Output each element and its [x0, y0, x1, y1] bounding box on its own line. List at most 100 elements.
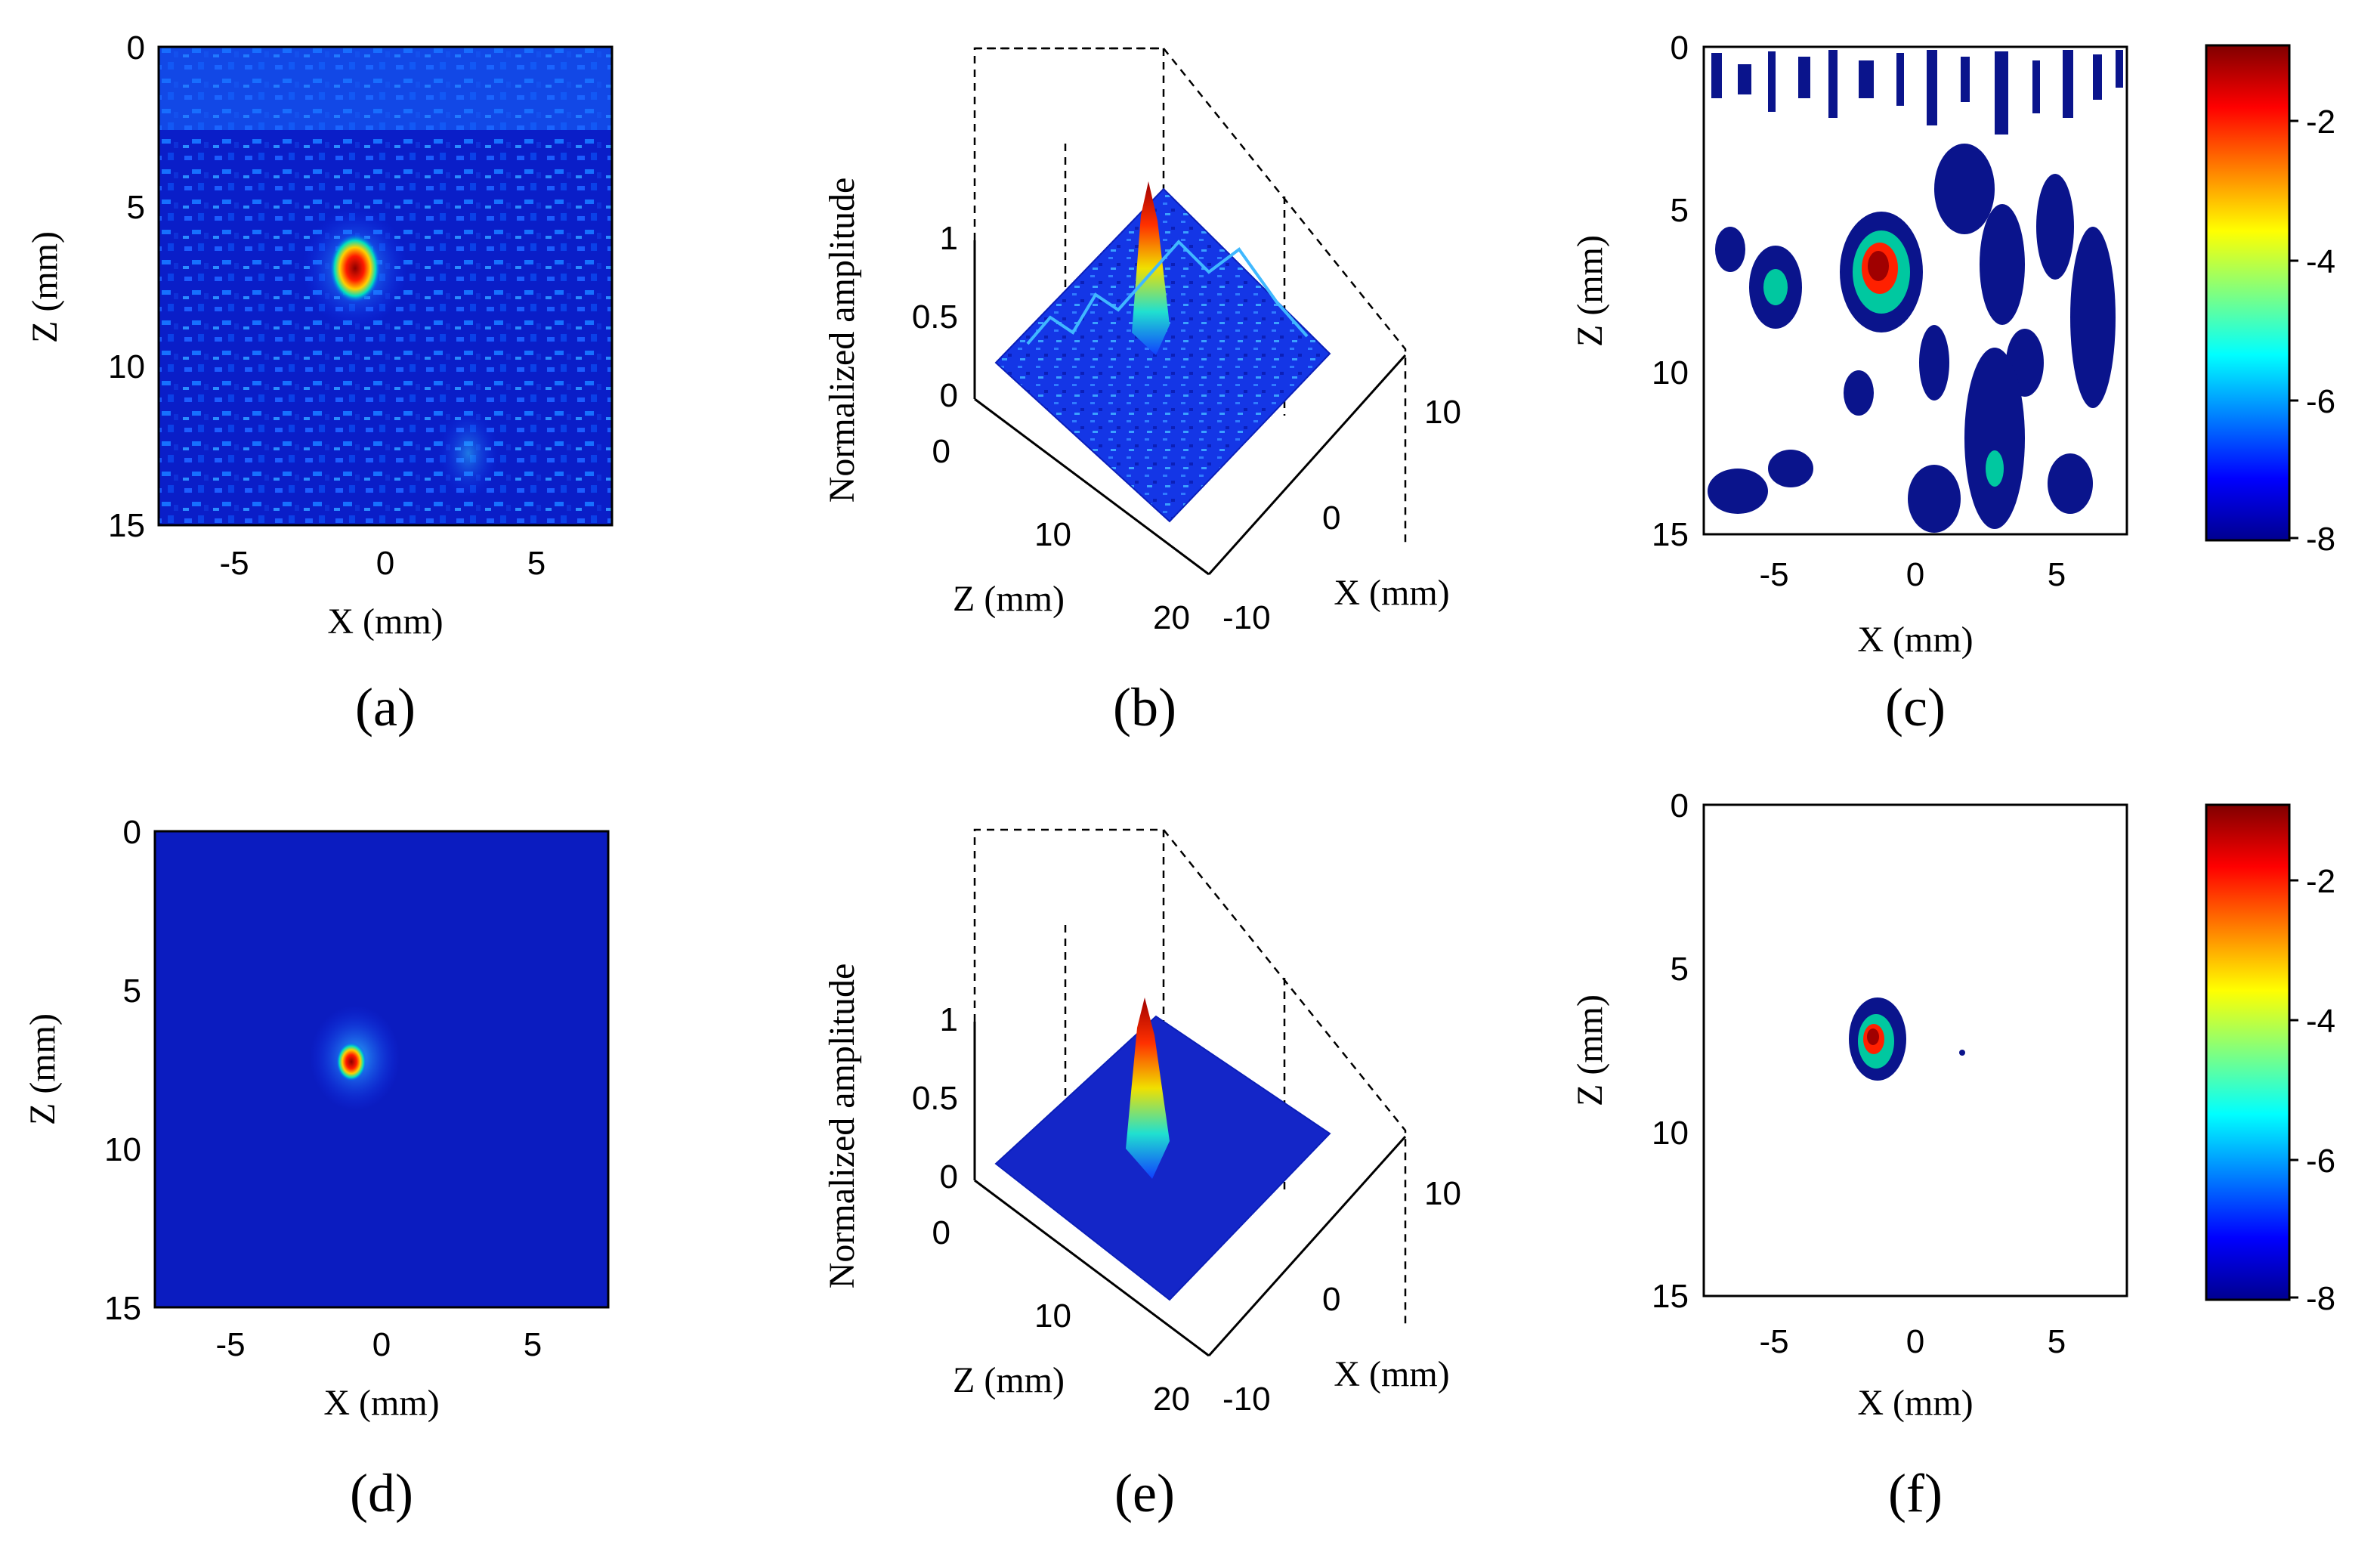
panel-d-frame — [153, 830, 610, 1309]
panel-e-amp-tick-0: 0 — [940, 1158, 958, 1195]
panel-d-xtick-1: 0 — [372, 1326, 391, 1363]
panel-c-frame — [1702, 45, 2128, 536]
panel-d-xlabel: X (mm) — [323, 1383, 439, 1423]
panel-f-ytick-2: 10 — [1652, 1115, 1689, 1152]
panel-e-z-tick-1: 10 — [1034, 1297, 1071, 1335]
panel-c-caption: (c) — [1885, 677, 1946, 738]
panel-f-ytick-3: 15 — [1652, 1278, 1689, 1315]
panel-e-z-axis — [974, 1179, 1210, 1357]
panel-a: 0 5 10 15 -5 0 5 X (mm) Z (mm) (a) — [25, 29, 614, 738]
panel-d-ytick-3: 15 — [104, 1290, 141, 1327]
panel-c-cbar-label-2: -6 — [2306, 383, 2335, 420]
panel-e-z-tick-0: 0 — [932, 1214, 950, 1251]
panel-e-x-tick-2: 10 — [1424, 1175, 1461, 1212]
panel-a-ytick-2: 10 — [108, 348, 145, 385]
panel-c-xtick-0: -5 — [1759, 556, 1788, 593]
panel-e-x-label: X (mm) — [1334, 1354, 1449, 1394]
panel-f-caption: (f) — [1888, 1463, 1943, 1523]
panel-e-amp-tick-1: 0.5 — [912, 1080, 958, 1117]
panel-e-spike — [1126, 997, 1170, 1179]
panel-e-amp-label: Normalized amplitude — [822, 963, 862, 1289]
panel-d-xtick-0: -5 — [215, 1326, 245, 1363]
panel-e-x-axis — [1207, 1135, 1407, 1357]
panel-b-caption: (b) — [1113, 677, 1176, 738]
panel-c-contour-side2 — [1986, 450, 2004, 487]
panel-b-amp-tick-2: 1 — [940, 220, 958, 257]
panel-d-caption: (d) — [350, 1463, 413, 1523]
panel-b-x-tick-1: 0 — [1322, 500, 1340, 537]
panel-a-xtick-1: 0 — [376, 545, 394, 582]
panel-c-contour-side — [1763, 269, 1788, 305]
panel-b-z-label: Z (mm) — [953, 579, 1065, 619]
panel-c-ylabel: Z (mm) — [1570, 235, 1610, 347]
panel-f-cbar-label-0: -2 — [2306, 863, 2335, 900]
panel-b-z-tick-0: 0 — [932, 433, 950, 470]
panel-c-contour-peak — [1868, 251, 1889, 281]
panel-d-ytick-0: 0 — [123, 814, 141, 851]
panel-c-cbar-label-0: -2 — [2306, 104, 2335, 141]
panel-d-ylabel: Z (mm) — [23, 1013, 63, 1125]
panel-f-ylabel: Z (mm) — [1570, 994, 1610, 1106]
panel-d-ytick-1: 5 — [123, 973, 141, 1010]
panel-b-z-tick-2: 20 — [1153, 599, 1190, 636]
panel-b-x-label: X (mm) — [1334, 573, 1449, 613]
panel-f-cbar-label-3: -8 — [2306, 1280, 2335, 1317]
panel-f-xtick-1: 0 — [1906, 1323, 1924, 1360]
panel-a-frame — [157, 45, 614, 527]
panel-f-xtick-0: -5 — [1759, 1323, 1788, 1360]
panel-b-x-tick-0: -10 — [1222, 599, 1271, 636]
panel-f-contour-speck — [1959, 1050, 1965, 1056]
panel-e-amp-tick-2: 1 — [940, 1001, 958, 1038]
panel-c-xlabel: X (mm) — [1857, 620, 1973, 660]
panel-b-z-axis — [974, 397, 1210, 576]
panel-e-z-label: Z (mm) — [953, 1360, 1065, 1400]
panel-d-ytick-2: 10 — [104, 1131, 141, 1168]
panel-b-x-tick-2: 10 — [1424, 394, 1461, 431]
panel-f-colorbar — [2205, 803, 2291, 1301]
panel-e-x-tick-1: 0 — [1322, 1281, 1340, 1318]
panel-f-cbar-label-1: -4 — [2306, 1003, 2335, 1040]
panel-a-xlabel: X (mm) — [327, 602, 443, 642]
panel-f-xlabel: X (mm) — [1857, 1383, 1973, 1423]
panel-c-ytick-2: 10 — [1652, 354, 1689, 391]
panel-c-xtick-2: 5 — [2048, 556, 2066, 593]
panel-a-xtick-0: -5 — [219, 545, 249, 582]
panel-f-ytick-1: 5 — [1671, 951, 1689, 988]
panel-a-side-blob — [438, 408, 499, 499]
panel-c-cbar-label-1: -4 — [2306, 243, 2335, 280]
panel-c-ytick-0: 0 — [1671, 29, 1689, 66]
panel-a-caption: (a) — [355, 677, 416, 738]
panel-f-xtick-2: 5 — [2048, 1323, 2066, 1360]
panel-b-spike — [1132, 181, 1170, 355]
panel-f-plot-bg — [1704, 805, 2127, 1296]
panel-d-xtick-2: 5 — [524, 1326, 542, 1363]
panel-e-surface — [994, 1015, 1331, 1301]
panel-d-peak — [336, 1042, 366, 1081]
panel-f: 0 5 10 15 -5 0 5 X (mm) Z (mm) (f) -2 -4… — [1570, 787, 2335, 1523]
panel-e-caption: (e) — [1114, 1463, 1175, 1523]
panel-b-z-tick-1: 10 — [1034, 516, 1071, 553]
panel-a-ytick-0: 0 — [127, 29, 145, 66]
panel-b-amp-tick-1: 0.5 — [912, 298, 958, 336]
panel-b: 0 0.5 1 0 10 20 -10 0 10 Normalized ampl… — [822, 47, 1461, 738]
panel-c-colorbar — [2205, 44, 2291, 542]
panel-a-top-noise-band — [159, 47, 612, 130]
panel-c-cbar-label-3: -8 — [2306, 521, 2335, 558]
panel-b-surface — [994, 187, 1331, 523]
panel-e-x-tick-0: -10 — [1222, 1381, 1271, 1418]
panel-b-amp-tick-0: 0 — [940, 377, 958, 414]
panel-c-ytick-3: 15 — [1652, 516, 1689, 553]
panel-e-z-tick-2: 20 — [1153, 1381, 1190, 1418]
panel-a-peak — [329, 234, 381, 303]
panel-e: 0 0.5 1 0 10 20 -10 0 10 Normalized ampl… — [822, 828, 1461, 1523]
panel-a-ytick-1: 5 — [127, 189, 145, 226]
panel-f-frame — [1702, 803, 2128, 1297]
panel-b-noise-ridge — [1026, 240, 1309, 345]
panel-a-ytick-3: 15 — [108, 507, 145, 544]
panel-b-amp-label: Normalized amplitude — [822, 178, 862, 503]
panel-c-xtick-1: 0 — [1906, 556, 1924, 593]
panel-d: 0 5 10 15 -5 0 5 X (mm) Z (mm) (d) — [23, 814, 610, 1523]
panel-b-x-axis — [1207, 354, 1407, 576]
panel-a-ylabel: Z (mm) — [25, 231, 65, 343]
